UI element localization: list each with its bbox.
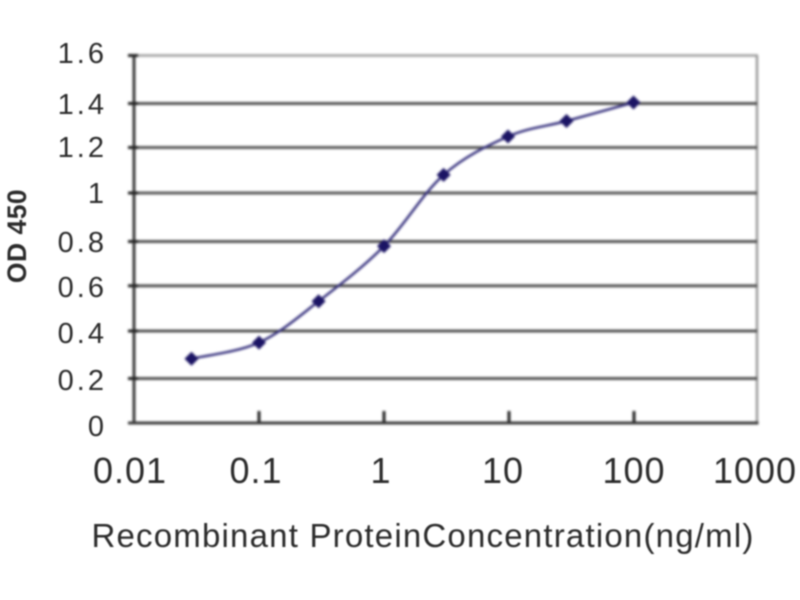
svg-text:1.4: 1.4 xyxy=(58,89,107,121)
svg-text:0.01: 0.01 xyxy=(93,450,167,491)
svg-text:1: 1 xyxy=(370,450,391,491)
svg-text:1000: 1000 xyxy=(713,450,797,491)
svg-text:0.6: 0.6 xyxy=(58,272,107,304)
svg-text:10: 10 xyxy=(482,450,524,491)
svg-text:0: 0 xyxy=(88,411,107,443)
svg-text:0.2: 0.2 xyxy=(58,365,107,397)
svg-text:1: 1 xyxy=(88,178,107,210)
svg-text:1.2: 1.2 xyxy=(58,132,107,164)
svg-text:Recombinant ProteinConcentrati: Recombinant ProteinConcentration(ng/ml) xyxy=(91,517,754,554)
svg-text:0.4: 0.4 xyxy=(58,318,107,350)
svg-text:OD 450: OD 450 xyxy=(2,189,32,283)
svg-text:0.1: 0.1 xyxy=(229,450,282,491)
svg-text:1.6: 1.6 xyxy=(58,38,107,70)
svg-text:100: 100 xyxy=(602,450,665,491)
svg-text:0.8: 0.8 xyxy=(58,227,107,259)
